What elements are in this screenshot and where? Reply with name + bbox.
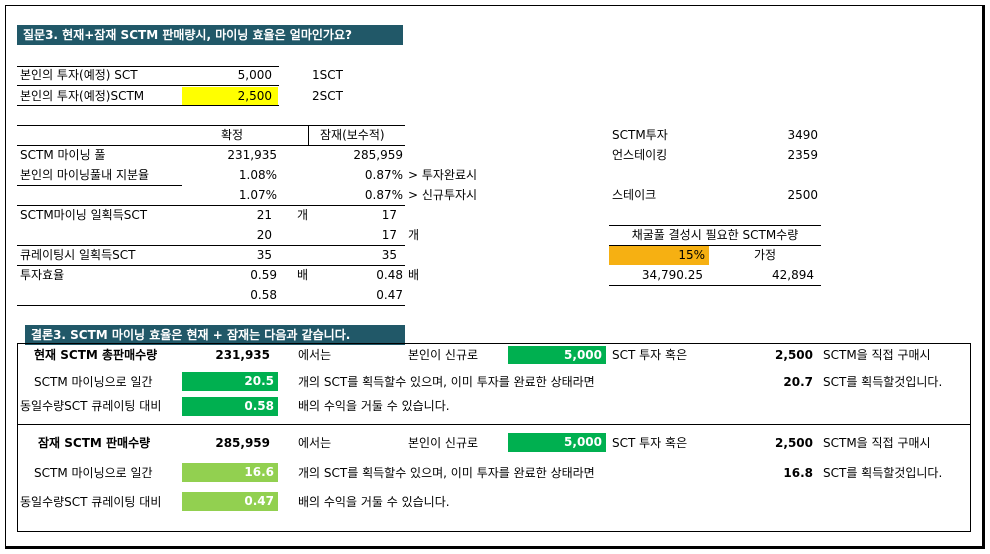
required-v2: 42,894 [772, 268, 814, 282]
table-top-border [17, 125, 405, 126]
header-potential: 잠재(보수적) [320, 128, 385, 142]
efficiency-label: 투자효율 [20, 268, 65, 282]
current-where: 에서는 [298, 348, 332, 362]
share2-note: > 신규투자시 [408, 188, 478, 202]
current-daily-value: 20.5 [182, 372, 278, 391]
current-new-value: 5,000 [508, 346, 606, 364]
daily2-confirmed: 20 [256, 228, 272, 242]
potential-new-label: 본인이 신규로 [408, 436, 479, 450]
current-daily-text: 개의 SCT를 획득할수 있으며, 이미 투자를 완료한 상태라면 [298, 375, 595, 389]
current-label: 현재 SCTM 총판매수량 [34, 348, 158, 362]
invest-sct-unit: 1SCT [312, 68, 343, 82]
curating-potential: 35 [381, 248, 397, 262]
invest-sct-label: 본인의 투자(예정) SCT [20, 68, 138, 82]
efficiency-potential: 0.48 [376, 268, 403, 282]
divider [17, 85, 279, 86]
current-daily-label: SCTM 마이닝으로 일간 [34, 375, 153, 389]
efficiency2-potential: 0.47 [376, 288, 403, 302]
pool-potential: 285,959 [353, 148, 403, 162]
current-value: 231,935 [215, 348, 270, 362]
potential-where: 에서는 [298, 436, 332, 450]
stake-value: 2500 [787, 188, 818, 202]
current-sct-or: SCT 투자 혹은 [612, 348, 688, 362]
potential-label: 잠재 SCTM 판매수량 [38, 436, 151, 450]
divider [17, 66, 279, 67]
current-sctm-value: 2,500 [775, 348, 813, 362]
current-cur-label: 동일수량SCT 큐레이팅 대비 [20, 399, 162, 413]
efficiency-unit: 배 [297, 268, 309, 282]
sctm-invest-value: 3490 [787, 128, 818, 142]
efficiency-confirmed: 0.59 [250, 268, 277, 282]
share-confirmed: 1.08% [238, 168, 277, 182]
required-title: 채굴풀 결성시 필요한 SCTM수량 [631, 228, 799, 242]
question-title: 질문3. 현재+잠재 SCTM 판매량시, 마이닝 효율은 얼마인가요? [17, 25, 403, 45]
pool-label: SCTM 마이닝 풀 [20, 148, 106, 162]
stake-label: 스테이크 [612, 188, 657, 202]
invest-sctm-value[interactable]: 2,500 [182, 87, 278, 105]
divider [17, 265, 405, 266]
share-label: 본인의 마이닝풀내 지분율 [20, 168, 150, 182]
pool-confirmed: 231,935 [227, 148, 277, 162]
potential-done-value: 16.8 [783, 466, 813, 480]
potential-sct-or: SCT 투자 혹은 [612, 436, 688, 450]
potential-daily-text: 개의 SCT를 획득할수 있으며, 이미 투자를 완료한 상태라면 [298, 466, 595, 480]
conclusion-box [17, 343, 971, 532]
unstaking-label: 언스테이킹 [612, 148, 668, 162]
conclusion-divider [17, 424, 971, 425]
table-bottom-border [17, 305, 405, 306]
conclusion-title: 결론3. SCTM 마이닝 효율은 현재 + 잠재는 다음과 같습니다. [25, 325, 405, 345]
current-done-value: 20.7 [783, 375, 813, 389]
potential-cur-value: 0.47 [182, 492, 278, 511]
header-confirmed: 확정 [220, 128, 244, 142]
divider [17, 145, 405, 146]
invest-sctm-label: 본인의 투자(예정)SCTM [20, 89, 145, 103]
current-new-label: 본인이 신규로 [408, 348, 479, 362]
daily-confirmed: 21 [256, 208, 272, 222]
current-direct: SCTM을 직접 구매시 [823, 348, 931, 362]
divider [17, 105, 279, 106]
required-v1: 34,790.25 [641, 268, 703, 282]
invest-sctm-unit: 2SCT [312, 89, 343, 103]
potential-daily-value: 16.6 [182, 463, 278, 482]
share-potential: 0.87% [364, 168, 403, 182]
curating-label: 큐레이팅시 일획득SCT [20, 248, 136, 262]
current-cur-value: 0.58 [182, 397, 278, 416]
current-cur-text: 배의 수익을 거둘 수 있습니다. [298, 399, 450, 413]
daily-label: SCTM마이닝 일획득SCT [20, 208, 148, 222]
potential-direct: SCTM을 직접 구매시 [823, 436, 931, 450]
daily-unit: 개 [297, 208, 309, 222]
potential-sctm-value: 2,500 [775, 436, 813, 450]
divider [609, 245, 821, 246]
efficiency2-confirmed: 0.58 [250, 288, 277, 302]
potential-value: 285,959 [215, 436, 270, 450]
daily2-potential: 17 [381, 228, 397, 242]
potential-new-value: 5,000 [508, 433, 606, 452]
daily-potential: 17 [381, 208, 397, 222]
potential-cur-text: 배의 수익을 거둘 수 있습니다. [298, 495, 450, 509]
required-pct[interactable]: 15% [609, 246, 709, 265]
share2-potential: 0.87% [364, 188, 403, 202]
share2-confirmed: 1.07% [238, 188, 277, 202]
invest-sct-value[interactable]: 5,000 [237, 68, 272, 82]
required-assume: 가정 [753, 248, 777, 262]
potential-cur-label: 동일수량SCT 큐레이팅 대비 [20, 495, 162, 509]
potential-done-text: SCT를 획득할것입니다. [823, 466, 943, 480]
divider [17, 205, 405, 206]
curating-confirmed: 35 [256, 248, 272, 262]
divider [609, 285, 821, 286]
unstaking-value: 2359 [787, 148, 818, 162]
sheet-frame [5, 5, 985, 549]
current-done-text: SCT를 획득할것입니다. [823, 375, 943, 389]
sctm-invest-label: SCTM투자 [612, 128, 668, 142]
share-note: > 투자완료시 [408, 168, 478, 182]
header-divider [308, 125, 309, 145]
efficiency-unit2: 배 [408, 268, 420, 282]
daily2-unit: 개 [408, 228, 420, 242]
divider [17, 185, 182, 186]
divider [609, 225, 821, 226]
potential-daily-label: SCTM 마이닝으로 일간 [34, 466, 153, 480]
divider [17, 245, 405, 246]
